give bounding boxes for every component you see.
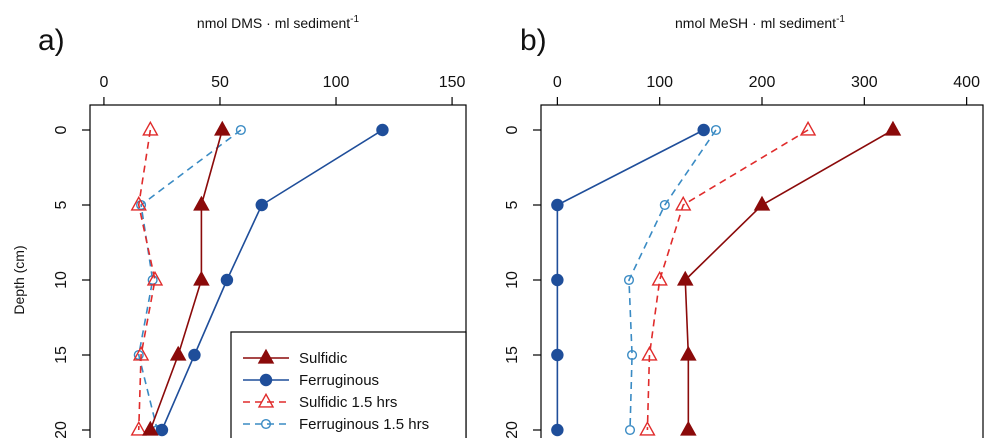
legend-box — [230, 331, 467, 438]
panel-label: a) — [38, 24, 65, 57]
data-point — [130, 195, 147, 211]
data-point — [627, 349, 638, 361]
data-point — [193, 270, 210, 286]
legend-label: Sulfidic — [299, 350, 348, 367]
legend-swatch-marker — [260, 418, 272, 430]
data-point — [884, 120, 902, 136]
y-tick-label: 20 — [53, 421, 70, 438]
x-axis-label: nmol MeSH · ml sediment-1 — [675, 14, 845, 31]
data-point — [659, 199, 670, 211]
series-line — [137, 129, 242, 431]
x-tick-label: 300 — [851, 74, 878, 91]
data-point — [551, 198, 564, 212]
series-ferruginous-15 — [623, 124, 721, 436]
legend-label: Ferruginous — [299, 372, 379, 389]
plot-frame — [540, 104, 984, 438]
legend-swatch-marker — [257, 392, 275, 408]
legend-swatch-marker — [259, 373, 273, 387]
y-tick-label: 15 — [504, 346, 521, 364]
data-point — [193, 195, 210, 211]
x-tick-label: 200 — [749, 74, 776, 91]
data-point — [188, 348, 201, 362]
data-point — [132, 345, 150, 361]
x-axis-label: nmol DMS · ml sediment-1 — [197, 14, 360, 31]
legend-label: Ferruginous 1.5 hrs — [299, 416, 429, 433]
x-tick-label: 0 — [99, 74, 108, 91]
y-tick-label: 0 — [53, 125, 70, 134]
data-point — [551, 273, 564, 287]
data-point — [624, 424, 636, 436]
y-tick-label: 5 — [504, 200, 521, 209]
data-point — [680, 420, 697, 436]
data-point — [376, 123, 389, 137]
series-ferruginous — [551, 123, 710, 437]
data-point — [623, 274, 635, 286]
data-point — [169, 345, 187, 361]
x-tick-label: 400 — [953, 74, 980, 91]
data-point — [130, 420, 147, 436]
panel-label: b) — [520, 24, 547, 57]
plot-frame — [89, 104, 467, 438]
y-tick-label: 10 — [504, 271, 521, 289]
series-sulfidic — [142, 120, 231, 436]
x-tick-label: 50 — [211, 74, 229, 91]
x-tick-label: 100 — [646, 74, 673, 91]
series-sulfidic — [676, 120, 902, 436]
y-tick-label: 5 — [53, 200, 70, 209]
data-point — [639, 420, 656, 436]
data-point — [255, 198, 268, 212]
data-point — [697, 123, 710, 137]
data-point — [799, 120, 817, 136]
series-line — [684, 129, 894, 430]
data-point — [155, 423, 169, 437]
data-point — [220, 273, 234, 287]
data-point — [146, 270, 164, 286]
y-axis-label: Depth (cm) — [11, 245, 27, 314]
x-tick-label: 150 — [439, 74, 466, 91]
series-line — [149, 129, 224, 431]
panel-a: a) nmol DMS · ml sediment-1 0 50 100 150 0 5 10 1… — [11, 14, 467, 438]
data-point — [651, 270, 668, 286]
legend: Sulfidic Ferruginous Sulfidic 1.5 hrs Ferru… — [230, 331, 467, 438]
data-point — [142, 120, 159, 136]
series-line — [137, 129, 156, 431]
data-point — [680, 345, 697, 361]
data-point — [753, 195, 771, 211]
panel-b: b)nmol MeSH · ml sediment-10 100 200 300 400… — [504, 14, 984, 438]
y-tick-label: 0 — [504, 125, 521, 134]
x-tick-label: 100 — [323, 74, 350, 91]
legend-label: Sulfidic 1.5 hrs — [299, 394, 397, 411]
x-tick-label: 0 — [553, 74, 562, 91]
y-tick-label: 15 — [53, 346, 70, 364]
data-point — [551, 423, 564, 437]
series-ferruginous — [155, 123, 389, 437]
data-point — [142, 420, 159, 436]
series-sulfidic-15 — [130, 120, 164, 436]
data-point — [214, 120, 231, 136]
data-point — [641, 345, 658, 361]
data-point — [675, 195, 692, 211]
series-sulfidic-15 — [639, 120, 817, 436]
y-tick-label: 20 — [504, 421, 521, 438]
y-tick-label: 10 — [53, 271, 70, 289]
data-point — [551, 348, 564, 362]
series-line — [646, 129, 809, 431]
data-point — [676, 270, 694, 286]
data-point — [235, 124, 246, 136]
data-point — [710, 124, 721, 136]
series-line — [628, 129, 717, 431]
legend-swatch-marker — [257, 348, 275, 364]
